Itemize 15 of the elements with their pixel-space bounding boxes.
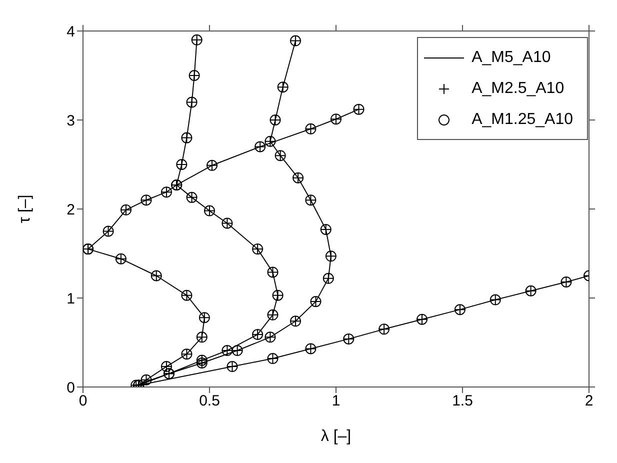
y-tick-label: 0 xyxy=(66,379,75,396)
y-tick-label: 1 xyxy=(66,290,75,308)
x-tick-label: 1.5 xyxy=(452,392,473,410)
x-tick-label: 0.5 xyxy=(199,392,220,410)
x-axis-title: λ [–] xyxy=(320,428,352,445)
y-tick-label: 4 xyxy=(66,23,75,40)
legend-label: A_M1.25_A10 xyxy=(472,110,573,128)
x-tick-label: 0 xyxy=(78,392,88,410)
legend-label: A_M5_A10 xyxy=(472,48,551,66)
y-tick-label: 2 xyxy=(66,201,75,218)
y-axis-title: τ [–] xyxy=(16,194,34,224)
x-tick-label: 2 xyxy=(584,392,594,410)
legend-label: A_M2.5_A10 xyxy=(472,80,564,98)
y-tick-label: 3 xyxy=(66,112,75,130)
x-tick-label: 1 xyxy=(332,392,340,410)
